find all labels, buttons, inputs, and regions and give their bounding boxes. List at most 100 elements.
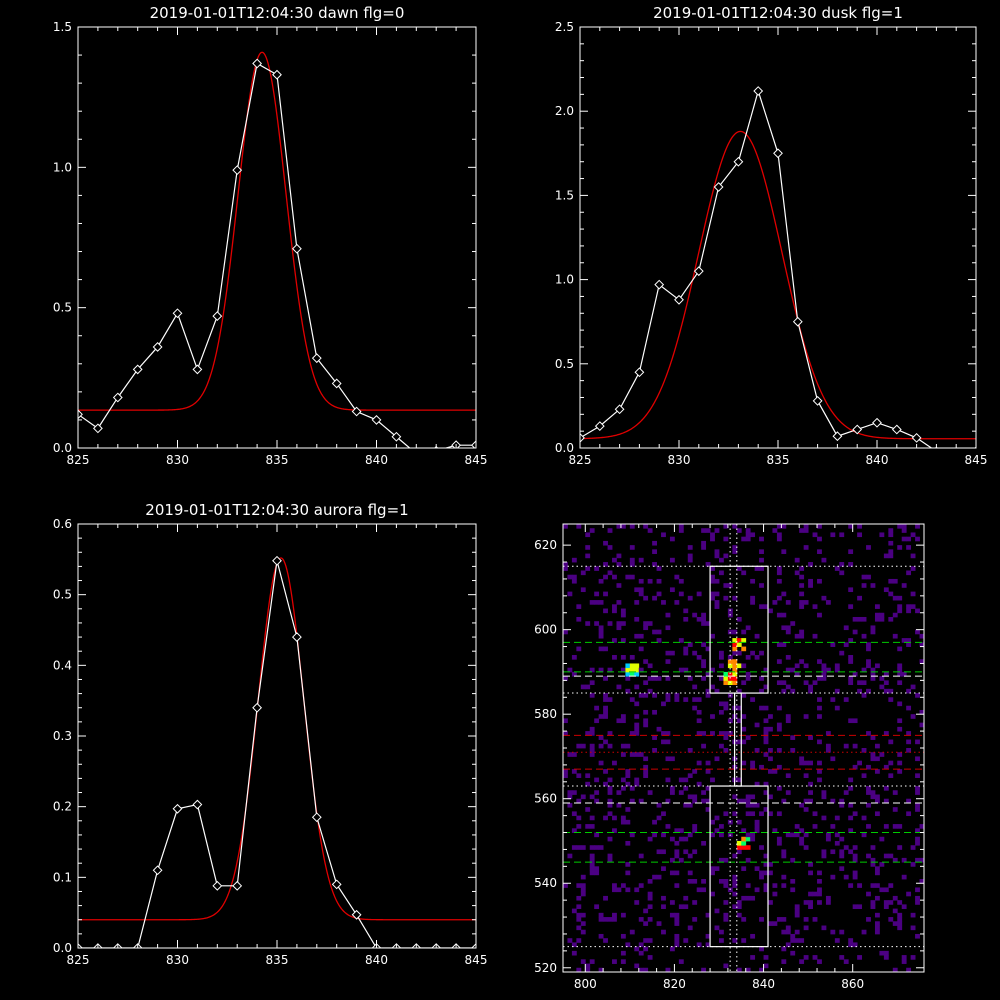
heatmap-cell — [652, 629, 657, 635]
heatmap-cell — [781, 612, 787, 618]
heatmap-cell — [652, 562, 657, 567]
heatmap-cell — [879, 612, 885, 618]
heatmap-cell — [772, 828, 778, 833]
heatmap-cell — [683, 667, 689, 673]
data-point — [272, 555, 282, 566]
x-tick-label: 820 — [663, 977, 686, 991]
heatmap-cell — [915, 900, 920, 905]
heatmap-cell — [723, 583, 729, 588]
heatmap-cell — [812, 824, 818, 829]
heatmap-cell — [759, 676, 764, 681]
heatmap-cell — [892, 595, 898, 601]
heatmap-cell — [643, 595, 649, 601]
plot-panel-3: 800 820 840 860 520 540 560 580 600 620 — [534, 523, 925, 991]
heatmap-cell — [776, 642, 782, 647]
heatmap-cell — [620, 912, 626, 918]
heatmap-cell — [705, 933, 711, 939]
heatmap-cell — [669, 536, 675, 542]
data-point — [733, 156, 744, 167]
heatmap-cell — [754, 802, 760, 808]
heatmap-cell — [598, 735, 604, 740]
heatmap-cell — [812, 633, 818, 639]
heatmap-cell — [580, 912, 586, 918]
heatmap-cell — [768, 608, 773, 614]
heatmap-cell — [620, 655, 626, 660]
heatmap-area — [563, 524, 924, 972]
heatmap-cell — [839, 532, 845, 538]
heatmap-cell — [803, 600, 809, 605]
heatmap-cell — [910, 714, 916, 719]
heatmap-cell — [634, 752, 640, 757]
heatmap-cell — [647, 938, 653, 943]
heatmap-cell — [723, 917, 729, 922]
heatmap-cell — [589, 752, 595, 757]
heatmap-cell — [768, 921, 773, 926]
heatmap-cell — [576, 845, 582, 850]
heatmap-cell — [634, 726, 640, 732]
heatmap-cell — [732, 595, 738, 601]
heatmap-cell — [812, 604, 818, 609]
heatmap-cell — [906, 642, 912, 647]
heatmap-cell — [598, 912, 604, 918]
heatmap-cell — [625, 667, 631, 673]
heatmap-cell — [692, 705, 698, 711]
heatmap-cell — [589, 743, 595, 749]
heatmap-cell — [803, 900, 809, 905]
heatmap-cell — [638, 967, 644, 972]
heatmap-cell — [607, 743, 613, 749]
heatmap-cell — [910, 862, 916, 867]
heatmap-cell — [661, 832, 666, 838]
heatmap-cell — [687, 676, 693, 681]
heatmap-cell — [594, 845, 600, 850]
heatmap-cell — [603, 591, 608, 597]
heatmap-cell — [683, 786, 689, 791]
heatmap-cell — [821, 849, 827, 855]
heatmap-cell — [901, 959, 907, 964]
heatmap-cell — [567, 938, 573, 943]
heatmap-cell — [901, 583, 907, 588]
heatmap-cell — [687, 794, 693, 800]
heatmap-cell — [906, 638, 912, 643]
heatmap-cell — [732, 667, 738, 673]
heatmap-cell — [799, 566, 805, 571]
heatmap-cell — [883, 955, 889, 960]
heatmap-cell — [834, 705, 840, 711]
heatmap-cell — [705, 528, 711, 533]
heatmap-cell — [874, 794, 880, 800]
heatmap-cell — [897, 718, 903, 724]
heatmap-cell — [888, 688, 894, 694]
data-point — [812, 395, 823, 406]
heatmap-cell — [861, 815, 867, 821]
heatmap-cell — [678, 591, 684, 597]
heatmap-cell — [669, 557, 675, 563]
heatmap-cell — [776, 726, 782, 732]
heatmap-cell — [785, 925, 791, 931]
heatmap-cell — [696, 709, 702, 715]
heatmap-cell — [683, 802, 689, 808]
heatmap-cell — [710, 731, 715, 736]
heatmap-cell — [857, 688, 863, 694]
heatmap-cell — [585, 684, 591, 690]
heatmap-cell — [656, 566, 662, 571]
heatmap-cell — [897, 925, 903, 931]
heatmap-cell — [674, 574, 680, 580]
heatmap-cell — [901, 528, 907, 533]
heatmap-cell — [745, 811, 751, 817]
heatmap-cell — [674, 600, 680, 605]
heatmap-cell — [629, 697, 635, 702]
heatmap-cell — [692, 794, 698, 800]
heatmap-cell — [776, 917, 782, 922]
heatmap-cell — [710, 667, 715, 673]
heatmap-cell — [781, 688, 787, 694]
data-point — [152, 342, 163, 352]
x-tick-label: 845 — [465, 453, 488, 467]
heatmap-cell — [741, 760, 747, 766]
heatmap-cell — [736, 650, 742, 656]
heatmap-cell — [817, 549, 822, 554]
heatmap-cell — [594, 718, 600, 724]
heatmap-cell — [817, 879, 822, 884]
heatmap-cell — [736, 739, 742, 745]
heatmap-cell — [710, 866, 715, 871]
heatmap-cell — [710, 591, 715, 597]
heatmap-cell — [866, 802, 871, 808]
